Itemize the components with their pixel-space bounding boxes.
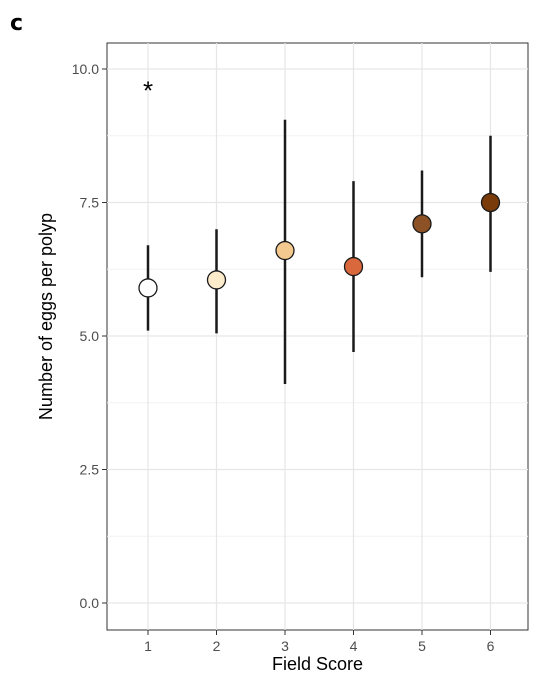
x-tick-label: 5: [418, 638, 426, 654]
grid: [107, 43, 528, 630]
y-tick-label: 0.0: [80, 595, 100, 611]
y-tick-label: 10.0: [72, 61, 99, 77]
x-tick-label: 1: [144, 638, 152, 654]
x-tick-label: 6: [487, 638, 495, 654]
data-marks: *: [138, 76, 501, 385]
data-point: [275, 240, 295, 261]
y-axis: 0.0 2.5 5.0 7.5 10.0: [72, 61, 107, 611]
x-axis-title: Field Score: [272, 654, 363, 674]
x-tick-label: 4: [350, 638, 358, 654]
y-axis-title: Number of eggs per polyp: [36, 213, 56, 420]
x-axis: 1 2 3 4 5 6: [144, 630, 495, 654]
data-point: [412, 214, 432, 234]
data-point: [138, 278, 158, 298]
x-tick-label: 3: [281, 638, 289, 654]
data-point: [480, 192, 501, 213]
y-tick-label: 2.5: [80, 462, 100, 478]
significance-annotation: *: [143, 76, 153, 106]
x-tick-label: 2: [213, 638, 221, 654]
y-tick-label: 7.5: [80, 195, 100, 211]
data-point: [206, 270, 227, 290]
y-tick-label: 5.0: [80, 328, 100, 344]
panel-label: c: [10, 11, 23, 36]
data-point: [343, 256, 364, 277]
